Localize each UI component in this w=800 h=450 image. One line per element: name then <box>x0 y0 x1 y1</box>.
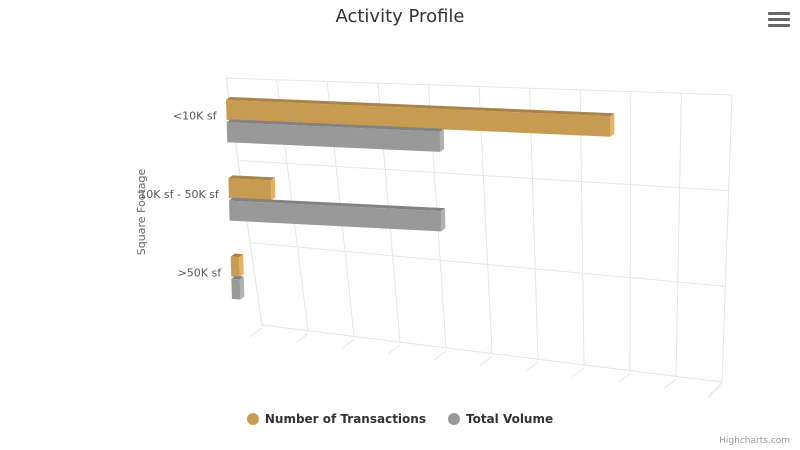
floor-tick <box>525 361 539 372</box>
category-label: >50K sf <box>178 266 223 279</box>
bar-top-face <box>226 119 444 132</box>
y-axis-title: Square Footage <box>135 169 148 256</box>
category-label: 10K sf - 50K sf <box>139 188 220 201</box>
bar-volume-2[interactable] <box>231 275 245 300</box>
floor-tick <box>433 350 447 361</box>
grid-line-horizontal <box>225 77 733 96</box>
bar-volume-0[interactable] <box>226 119 445 152</box>
floor-corner-edge <box>707 381 723 399</box>
legend-marker-volume <box>447 413 460 425</box>
bar-volume-1[interactable] <box>228 197 446 232</box>
bar-end-face <box>610 113 615 137</box>
bar-end-face <box>439 128 445 152</box>
bar-transactions-1[interactable] <box>228 175 276 201</box>
floor-tick <box>249 327 263 338</box>
floor-tick <box>341 338 355 349</box>
credits-link[interactable]: Highcharts.com <box>719 436 790 446</box>
floor-tick <box>617 373 631 384</box>
grid-line-horizontal <box>237 159 729 192</box>
floor-tick <box>295 333 309 344</box>
bar-front-face <box>228 200 442 232</box>
floor-tick <box>663 378 677 389</box>
bar-end-face <box>239 276 245 300</box>
hamburger-menu-icon[interactable] <box>768 12 790 32</box>
bar-transactions-0[interactable] <box>226 97 615 137</box>
bar-front-face <box>226 100 611 137</box>
grid-line-vertical <box>529 88 539 360</box>
floor-tick <box>571 367 585 378</box>
grid-line-vertical <box>579 89 585 365</box>
legend-label-transactions: Number of Transactions <box>264 412 426 426</box>
legend-label-volume: Total Volume <box>465 412 554 426</box>
floor-tick <box>387 344 401 355</box>
bar-top-face <box>230 253 244 258</box>
chart-legend: Number of Transactions Total Volume <box>0 412 800 426</box>
grid-line-horizontal <box>249 242 726 287</box>
grid-line-vertical <box>675 93 682 377</box>
grid-line-vertical <box>629 91 632 371</box>
legend-item-volume[interactable]: Total Volume <box>447 412 554 426</box>
bar-front-face <box>228 178 272 201</box>
legend-marker-transactions <box>246 413 259 425</box>
bar-front-face <box>226 122 441 152</box>
bar-top-face <box>228 175 275 181</box>
floor-tick <box>479 356 493 366</box>
bar-end-face <box>239 254 244 278</box>
bar-top-face <box>226 97 615 117</box>
bar-front-face <box>230 256 240 278</box>
bar-end-face <box>270 177 276 201</box>
chart-title: Activity Profile <box>335 6 465 27</box>
chart-labels: <10K sf 10K sf - 50K sf >50K sf Square Foot… <box>135 110 222 280</box>
category-label: <10K sf <box>173 110 218 123</box>
bar-top-face <box>228 197 445 212</box>
bar-top-face <box>231 275 244 280</box>
legend-item-transactions[interactable]: Number of Transactions <box>246 412 426 426</box>
chart-bars <box>226 97 615 300</box>
bar-transactions-2[interactable] <box>230 253 244 278</box>
floor-edge <box>261 324 723 383</box>
bar-end-face <box>440 208 446 232</box>
grid-line-vertical <box>721 94 733 383</box>
bar-front-face <box>231 278 241 300</box>
